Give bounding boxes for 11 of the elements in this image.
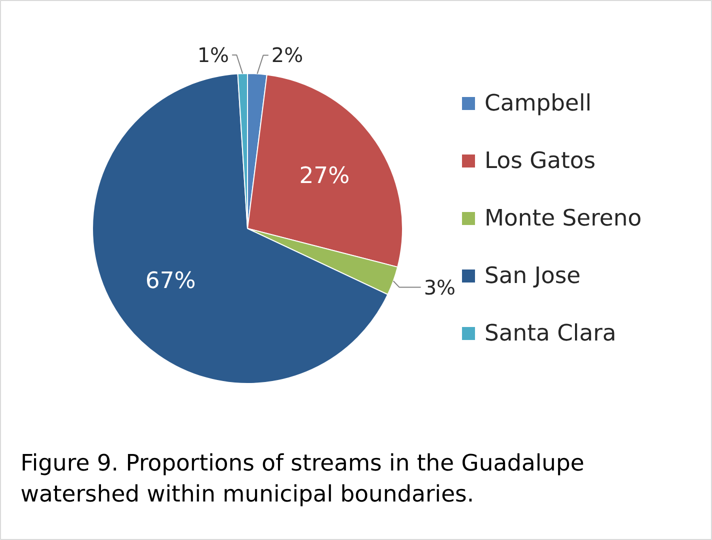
legend-label: Monte Sereno xyxy=(484,206,642,232)
data-label: 2% xyxy=(271,43,304,68)
legend-label: San Jose xyxy=(484,263,581,289)
legend-label: Santa Clara xyxy=(484,320,616,346)
data-label: 67% xyxy=(145,268,196,294)
data-label: 27% xyxy=(299,163,350,190)
legend-label: Campbell xyxy=(484,90,592,116)
legend-label: Los Gatos xyxy=(484,148,596,174)
data-label: 3% xyxy=(424,275,456,300)
data-label: 1% xyxy=(197,42,230,67)
caption: Figure 9. Proportions of streams in the Guadalupe watershed within municipal boundaries. xyxy=(20,450,584,508)
